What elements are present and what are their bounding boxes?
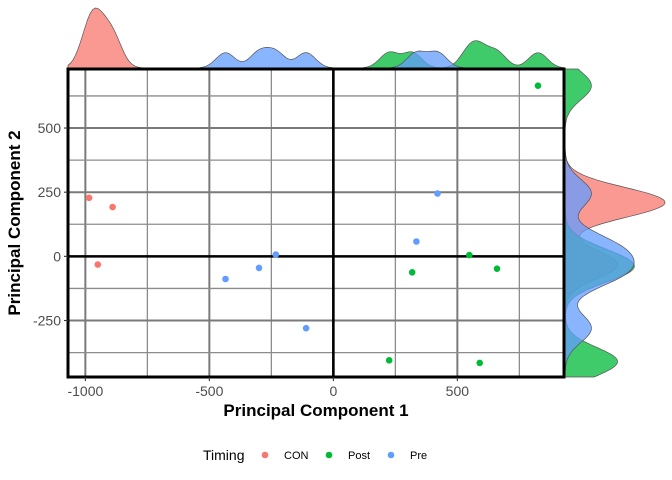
y-axis-ticks: -250 0 250 500 — [33, 120, 68, 329]
point-con — [94, 261, 102, 268]
point-post — [534, 82, 542, 89]
point-pre — [255, 264, 263, 272]
y-tick-label: -250 — [33, 313, 61, 329]
legend-key-post — [325, 451, 333, 459]
x-tick-label: 0 — [329, 383, 337, 399]
point-pre — [222, 275, 229, 283]
point-post — [493, 265, 501, 273]
point-con — [109, 203, 116, 211]
legend-key-con — [261, 451, 269, 459]
legend-key-pre — [387, 451, 395, 459]
point-pre — [413, 238, 420, 245]
point-con — [85, 194, 93, 202]
x-tick-label: -1000 — [67, 383, 103, 399]
y-tick-label: 500 — [38, 120, 62, 136]
grid-lines — [68, 69, 564, 377]
point-post — [408, 269, 416, 276]
point-pre — [434, 190, 441, 197]
data-points — [85, 82, 542, 367]
x-tick-label: -500 — [195, 383, 223, 399]
panel-border — [66, 67, 566, 379]
legend-label-con: CON — [284, 450, 309, 462]
right-marginal-density — [564, 68, 666, 378]
y-axis-title: Principal Component 2 — [5, 130, 24, 315]
x-axis-ticks: -1000 -500 0 500 — [67, 377, 469, 399]
y-tick-label: 250 — [38, 184, 62, 200]
zero-reference-lines — [68, 69, 564, 377]
legend-label-pre: Pre — [410, 450, 427, 462]
point-pre — [272, 251, 280, 258]
point-post — [385, 357, 393, 364]
legend-title: Timing — [203, 447, 245, 463]
point-pre — [302, 324, 310, 332]
legend-label-post: Post — [348, 450, 370, 462]
x-axis-title: Principal Component 1 — [223, 401, 408, 420]
point-post — [476, 359, 484, 367]
x-tick-label: 500 — [446, 383, 470, 399]
y-tick-label: 0 — [53, 248, 61, 264]
legend: Timing CON Post Pre — [203, 447, 427, 463]
point-post — [466, 251, 473, 259]
top-marginal-density — [67, 7, 565, 69]
